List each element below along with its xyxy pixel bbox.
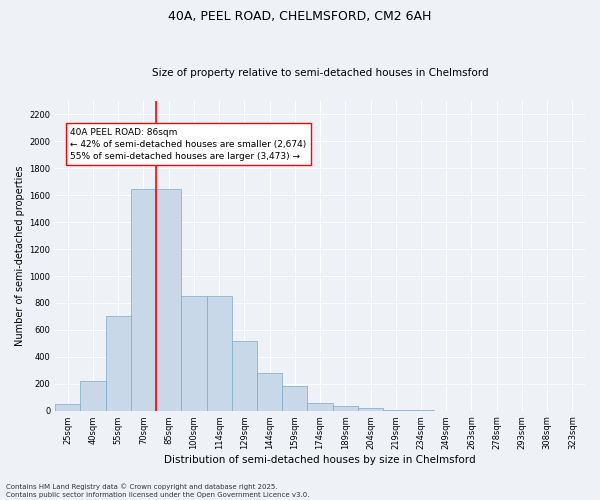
X-axis label: Distribution of semi-detached houses by size in Chelmsford: Distribution of semi-detached houses by … <box>164 455 476 465</box>
Bar <box>358 408 383 410</box>
Bar <box>106 316 131 410</box>
Bar <box>257 373 282 410</box>
Title: Size of property relative to semi-detached houses in Chelmsford: Size of property relative to semi-detach… <box>152 68 488 78</box>
Bar <box>232 340 257 410</box>
Bar <box>206 296 232 410</box>
Bar <box>55 404 80 410</box>
Bar <box>307 402 332 410</box>
Bar <box>131 188 156 410</box>
Text: Contains HM Land Registry data © Crown copyright and database right 2025.
Contai: Contains HM Land Registry data © Crown c… <box>6 484 310 498</box>
Bar <box>80 381 106 410</box>
Text: 40A PEEL ROAD: 86sqm
← 42% of semi-detached houses are smaller (2,674)
55% of se: 40A PEEL ROAD: 86sqm ← 42% of semi-detac… <box>70 128 307 160</box>
Text: 40A, PEEL ROAD, CHELMSFORD, CM2 6AH: 40A, PEEL ROAD, CHELMSFORD, CM2 6AH <box>169 10 431 23</box>
Y-axis label: Number of semi-detached properties: Number of semi-detached properties <box>15 166 25 346</box>
Bar <box>282 386 307 410</box>
Bar <box>181 296 206 410</box>
Bar <box>156 188 181 410</box>
Bar <box>332 406 358 410</box>
